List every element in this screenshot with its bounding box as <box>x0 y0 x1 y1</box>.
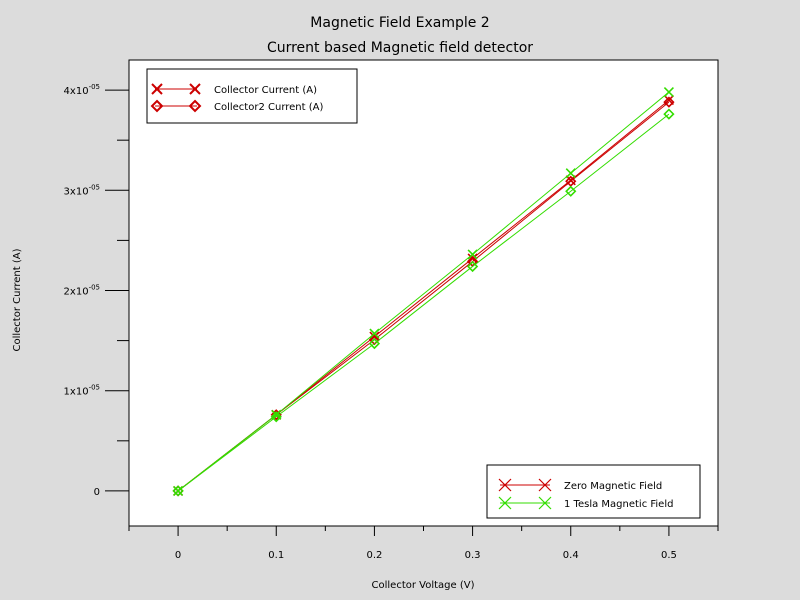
data-point <box>663 96 675 108</box>
data-point <box>467 249 478 260</box>
legend-marker <box>188 99 202 113</box>
plot-area <box>128 59 719 527</box>
data-point <box>368 337 381 350</box>
chart-title: Magnetic Field Example 2 <box>310 15 489 31</box>
x-tick-label: 0 <box>175 550 181 561</box>
legend-marker <box>150 99 164 113</box>
legend-colors: Zero Magnetic Field 1 Tesla Magnetic Fiel… <box>486 464 701 519</box>
legend-label: Zero Magnetic Field <box>564 481 662 492</box>
x-tick-label: 0.4 <box>563 550 579 561</box>
y-tick-label: 4x10-05 <box>64 83 100 97</box>
data-point <box>369 328 380 339</box>
y-tick-label: 0 <box>94 487 100 498</box>
legend-label: Collector2 Current (A) <box>214 102 323 113</box>
legend-box <box>146 68 358 124</box>
legend-marker <box>498 496 512 510</box>
data-point <box>663 87 674 98</box>
series-group <box>172 87 675 497</box>
data-point <box>565 185 577 197</box>
y-axis-label: Collector Current (A) <box>12 248 23 351</box>
y-tick-label: 3x10-05 <box>64 183 100 197</box>
series-line <box>177 91 670 492</box>
legend-label: Collector Current (A) <box>214 85 317 96</box>
legend-label: 1 Tesla Magnetic Field <box>564 499 673 510</box>
data-point <box>172 485 184 497</box>
legend-marker <box>538 496 552 510</box>
series-line <box>177 113 670 492</box>
data-point <box>565 168 576 179</box>
legend-marker <box>189 83 201 95</box>
x-tick-label: 0.2 <box>366 550 382 561</box>
x-tick-label: 0.5 <box>661 550 677 561</box>
data-point <box>663 108 675 120</box>
data-point <box>467 253 478 264</box>
data-point <box>173 485 184 496</box>
y-tick-label: 1x10-05 <box>64 384 100 398</box>
legend-marker <box>538 478 552 492</box>
legend-markers: Collector Current (A) Collector2 Current … <box>146 68 358 124</box>
data-point <box>270 411 282 423</box>
legend-box <box>486 464 701 519</box>
x-tick-label: 0.3 <box>465 550 481 561</box>
x-tick-label: 0.1 <box>268 550 284 561</box>
legend-marker <box>151 83 163 95</box>
chart-subtitle: Current based Magnetic field detector <box>267 40 533 56</box>
data-point <box>466 260 479 273</box>
data-point <box>270 409 282 421</box>
data-point <box>369 331 380 342</box>
x-axis-label: Collector Voltage (V) <box>372 580 475 591</box>
y-tick-label: 2x10-05 <box>64 283 100 297</box>
legend-marker <box>498 478 512 492</box>
